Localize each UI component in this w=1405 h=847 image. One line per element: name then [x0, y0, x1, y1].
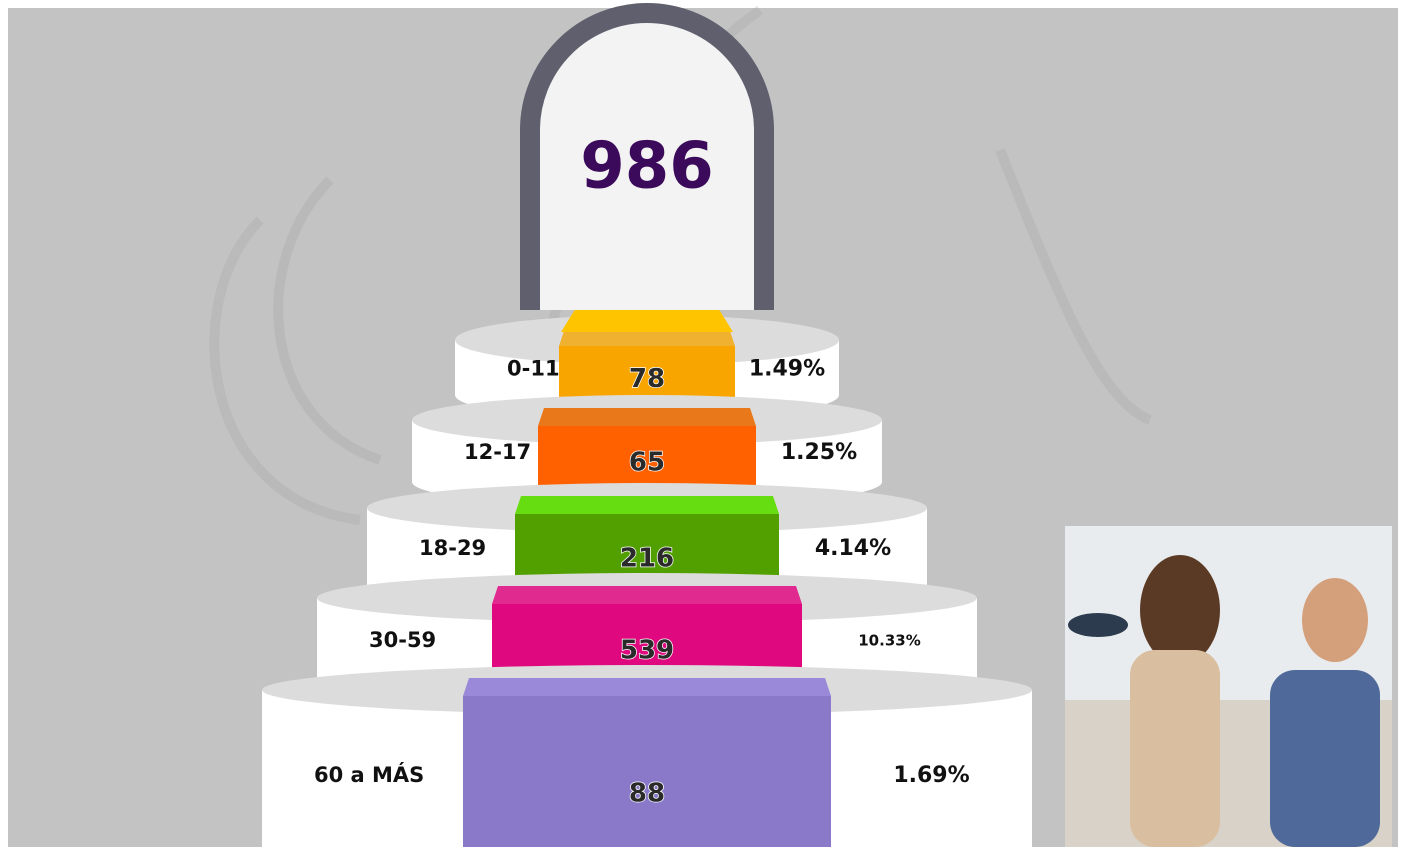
- tier: 60 a MÁS 88 1.69%: [262, 665, 1032, 847]
- tier-count: 539: [620, 636, 674, 666]
- tier-percent: 10.33%: [858, 632, 920, 650]
- lamp: [1068, 613, 1128, 637]
- photo: [1065, 526, 1392, 847]
- tier-percent: 1.25%: [781, 440, 857, 465]
- tombstone-outline: [520, 3, 774, 310]
- tier-count: 88: [629, 779, 665, 809]
- total: 986: [580, 130, 714, 204]
- tier-count: 65: [629, 448, 665, 478]
- segment: [463, 696, 831, 847]
- woman-body: [1130, 650, 1220, 847]
- tier-percent: 1.49%: [749, 357, 825, 382]
- segment-top: [463, 678, 831, 696]
- pyramid: 0-11 78 1.49% 12-17 65 1.25% 18-29 216 4.14% 30-5…: [262, 218, 1032, 847]
- tombstone: 986: [520, 3, 774, 310]
- tier-label: 12-17: [464, 440, 531, 464]
- tier-label: 60 a MÁS: [314, 762, 424, 787]
- tier-label: 18-29: [419, 536, 486, 560]
- tier-label: 30-59: [369, 628, 436, 652]
- segment-top: [515, 496, 779, 514]
- segment-top: [559, 328, 735, 346]
- woman-hair: [1140, 555, 1220, 665]
- tier-percent: 1.69%: [893, 763, 969, 788]
- tier-percent: 4.14%: [815, 536, 891, 561]
- man-head: [1302, 578, 1368, 662]
- segment-top: [492, 586, 802, 604]
- tier-count: 216: [620, 544, 674, 574]
- segment-top: [538, 408, 756, 426]
- tier-count: 78: [629, 364, 665, 394]
- man-body: [1270, 670, 1380, 847]
- tier-label: 0-11: [507, 357, 560, 381]
